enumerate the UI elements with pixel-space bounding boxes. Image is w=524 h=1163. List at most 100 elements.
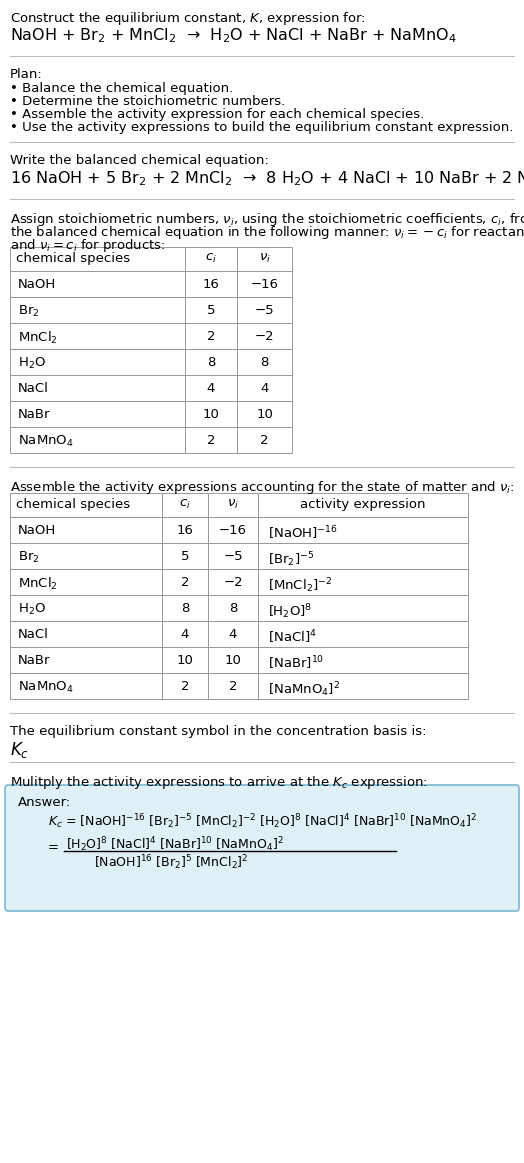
Text: 8: 8 [229, 602, 237, 615]
Text: $\nu_i$: $\nu_i$ [227, 498, 239, 511]
Bar [10, 374, 185, 401]
Bar [237, 349, 292, 374]
Bar [10, 595, 162, 621]
Bar [162, 518, 208, 543]
Bar [237, 374, 292, 401]
Bar [185, 297, 237, 323]
Bar [237, 271, 292, 297]
Text: chemical species: chemical species [16, 498, 130, 511]
Bar [185, 247, 237, 271]
Text: activity expression: activity expression [300, 498, 425, 511]
Text: NaMnO$_4$: NaMnO$_4$ [18, 434, 74, 449]
Text: 2: 2 [229, 680, 237, 693]
Bar [185, 427, 237, 454]
Text: Br$_2$: Br$_2$ [18, 550, 40, 565]
Text: 2: 2 [207, 434, 215, 447]
Text: −2: −2 [255, 330, 274, 343]
Text: 8: 8 [260, 356, 269, 369]
Text: =: = [48, 842, 59, 855]
Text: NaCl: NaCl [18, 628, 49, 641]
Text: the balanced chemical equation in the following manner: $\nu_i = -c_i$ for react: the balanced chemical equation in the fo… [10, 224, 524, 241]
Text: $c_i$: $c_i$ [179, 498, 191, 511]
Bar [237, 247, 292, 271]
Text: −16: −16 [219, 525, 247, 537]
Text: NaMnO$_4$: NaMnO$_4$ [18, 680, 74, 695]
Text: [Br$_2$]$^{-5}$: [Br$_2$]$^{-5}$ [268, 550, 314, 569]
Bar [258, 621, 468, 647]
Bar [208, 569, 258, 595]
Text: H$_2$O: H$_2$O [18, 602, 46, 618]
Text: • Determine the stoichiometric numbers.: • Determine the stoichiometric numbers. [10, 95, 285, 108]
Bar [258, 543, 468, 569]
Text: 10: 10 [225, 654, 242, 668]
Text: [NaCl]$^4$: [NaCl]$^4$ [268, 628, 317, 645]
Text: Construct the equilibrium constant, $K$, expression for:: Construct the equilibrium constant, $K$,… [10, 10, 366, 27]
Text: • Use the activity expressions to build the equilibrium constant expression.: • Use the activity expressions to build … [10, 121, 514, 134]
Bar [208, 595, 258, 621]
Bar [162, 569, 208, 595]
Text: −5: −5 [223, 550, 243, 563]
Bar [208, 518, 258, 543]
Bar [10, 493, 162, 518]
Text: [H$_2$O]$^8$: [H$_2$O]$^8$ [268, 602, 312, 621]
Bar [258, 647, 468, 673]
Bar [208, 621, 258, 647]
Text: Br$_2$: Br$_2$ [18, 304, 40, 319]
Bar [162, 543, 208, 569]
Text: NaOH: NaOH [18, 278, 56, 291]
Bar [185, 323, 237, 349]
Text: Assemble the activity expressions accounting for the state of matter and $\nu_i$: Assemble the activity expressions accoun… [10, 479, 515, 495]
Bar [10, 569, 162, 595]
Text: 4: 4 [229, 628, 237, 641]
Text: $\nu_i$: $\nu_i$ [258, 252, 270, 265]
Text: 5: 5 [207, 304, 215, 317]
Bar [258, 673, 468, 699]
Bar [237, 401, 292, 427]
Bar [162, 493, 208, 518]
Bar [162, 621, 208, 647]
Text: 4: 4 [181, 628, 189, 641]
Bar [237, 323, 292, 349]
Text: $c_i$: $c_i$ [205, 252, 217, 265]
Text: −2: −2 [223, 576, 243, 588]
Text: H$_2$O: H$_2$O [18, 356, 46, 371]
Text: 10: 10 [203, 408, 220, 421]
Bar [208, 543, 258, 569]
Text: 16 NaOH + 5 Br$_2$ + 2 MnCl$_2$  →  8 H$_2$O + 4 NaCl + 10 NaBr + 2 NaMnO$_4$: 16 NaOH + 5 Br$_2$ + 2 MnCl$_2$ → 8 H$_2… [10, 169, 524, 187]
Bar [208, 673, 258, 699]
Bar [258, 569, 468, 595]
Bar [258, 493, 468, 518]
Text: 8: 8 [207, 356, 215, 369]
Bar [10, 673, 162, 699]
Text: [H$_2$O]$^8$ [NaCl]$^4$ [NaBr]$^{10}$ [NaMnO$_4$]$^2$: [H$_2$O]$^8$ [NaCl]$^4$ [NaBr]$^{10}$ [N… [66, 835, 284, 854]
Text: NaOH + Br$_2$ + MnCl$_2$  →  H$_2$O + NaCl + NaBr + NaMnO$_4$: NaOH + Br$_2$ + MnCl$_2$ → H$_2$O + NaCl… [10, 26, 456, 44]
Text: [NaOH]$^{16}$ [Br$_2$]$^5$ [MnCl$_2$]$^2$: [NaOH]$^{16}$ [Br$_2$]$^5$ [MnCl$_2$]$^2… [94, 852, 248, 872]
Text: $K_c$: $K_c$ [10, 740, 29, 759]
Bar [10, 621, 162, 647]
Bar [10, 401, 185, 427]
Text: NaCl: NaCl [18, 381, 49, 395]
Bar [185, 271, 237, 297]
Text: 10: 10 [256, 408, 273, 421]
Bar [258, 595, 468, 621]
Text: NaBr: NaBr [18, 408, 50, 421]
Text: [MnCl$_2$]$^{-2}$: [MnCl$_2$]$^{-2}$ [268, 576, 332, 594]
Text: NaBr: NaBr [18, 654, 50, 668]
Bar [10, 349, 185, 374]
Text: 2: 2 [181, 576, 189, 588]
Bar [10, 271, 185, 297]
Bar [10, 518, 162, 543]
Bar [162, 647, 208, 673]
Text: chemical species: chemical species [16, 252, 130, 265]
Text: 16: 16 [203, 278, 220, 291]
Text: • Assemble the activity expression for each chemical species.: • Assemble the activity expression for e… [10, 108, 424, 121]
Text: and $\nu_i = c_i$ for products:: and $\nu_i = c_i$ for products: [10, 237, 166, 254]
Text: [NaBr]$^{10}$: [NaBr]$^{10}$ [268, 654, 324, 671]
Text: 8: 8 [181, 602, 189, 615]
Bar [10, 543, 162, 569]
Text: • Balance the chemical equation.: • Balance the chemical equation. [10, 83, 233, 95]
Bar [237, 427, 292, 454]
Text: −5: −5 [255, 304, 274, 317]
Bar [10, 647, 162, 673]
Text: Plan:: Plan: [10, 67, 43, 81]
